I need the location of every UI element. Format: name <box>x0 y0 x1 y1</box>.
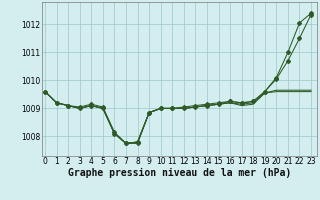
X-axis label: Graphe pression niveau de la mer (hPa): Graphe pression niveau de la mer (hPa) <box>68 168 291 178</box>
